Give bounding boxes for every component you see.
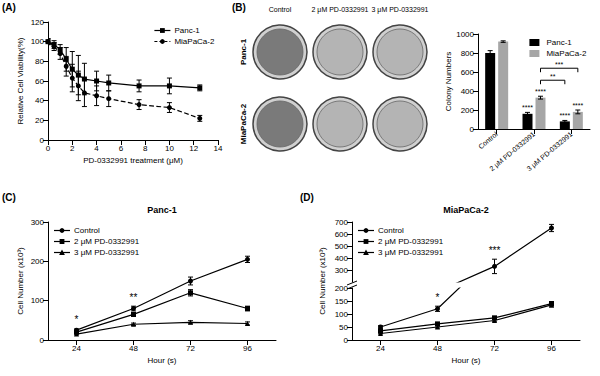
svg-text:0: 0	[40, 336, 45, 345]
svg-text:MiaPaCa-2: MiaPaCa-2	[239, 103, 248, 144]
svg-text:Cell Number (x10³): Cell Number (x10³)	[16, 247, 25, 315]
svg-text:600: 600	[461, 68, 475, 77]
svg-text:96: 96	[243, 344, 252, 353]
svg-text:8: 8	[143, 144, 148, 153]
svg-text:***: ***	[555, 61, 563, 68]
svg-text:24: 24	[376, 344, 385, 353]
svg-text:****: ****	[559, 112, 570, 119]
svg-text:PD-0332991 treatment (μM): PD-0332991 treatment (μM)	[83, 156, 183, 165]
svg-text:600: 600	[335, 230, 349, 239]
svg-text:700: 700	[335, 218, 349, 227]
svg-text:Colony Numbers: Colony Numbers	[444, 52, 453, 112]
svg-text:500: 500	[335, 242, 349, 251]
svg-text:MiaPaCa-2: MiaPaCa-2	[546, 49, 587, 58]
svg-text:4: 4	[94, 144, 99, 153]
svg-text:400: 400	[461, 87, 475, 96]
svg-text:MiaPaCa-2: MiaPaCa-2	[174, 37, 215, 46]
svg-text:*: *	[436, 292, 440, 303]
svg-text:400: 400	[335, 254, 349, 263]
svg-text:****: ****	[522, 104, 533, 111]
svg-text:50: 50	[339, 323, 348, 332]
svg-text:2 μM PD-0332991: 2 μM PD-0332991	[488, 130, 537, 173]
svg-text:800: 800	[461, 49, 475, 58]
svg-text:3 μM PD-0332991: 3 μM PD-0332991	[525, 130, 574, 173]
svg-text:***: ***	[489, 245, 501, 256]
svg-text:****: ****	[572, 102, 583, 109]
svg-text:3 μM PD-0332991: 3 μM PD-0332991	[378, 248, 444, 257]
svg-text:0: 0	[46, 144, 51, 153]
svg-text:Panc-1: Panc-1	[174, 26, 200, 35]
svg-text:Hour (s): Hour (s)	[148, 356, 177, 365]
svg-text:**: **	[550, 73, 556, 80]
svg-text:12: 12	[189, 144, 198, 153]
svg-text:Control: Control	[477, 130, 499, 150]
svg-text:2: 2	[70, 144, 75, 153]
svg-text:1000: 1000	[456, 30, 474, 39]
svg-text:60: 60	[35, 77, 44, 86]
svg-text:Panc-1: Panc-1	[546, 38, 572, 47]
svg-text:2 μM PD-0332991: 2 μM PD-0332991	[74, 237, 140, 246]
svg-text:300: 300	[335, 266, 349, 275]
svg-text:Relative Cell Viability(%): Relative Cell Viability(%)	[16, 37, 25, 124]
svg-text:20: 20	[35, 116, 44, 125]
svg-text:3 μM PD-0332991: 3 μM PD-0332991	[372, 6, 429, 14]
svg-text:**: **	[130, 292, 138, 303]
svg-text:120: 120	[31, 18, 45, 27]
svg-text:14: 14	[214, 144, 223, 153]
svg-text:6: 6	[119, 144, 124, 153]
svg-text:2 μM PD-0332991: 2 μM PD-0332991	[312, 6, 369, 14]
svg-text:300: 300	[31, 218, 45, 227]
svg-text:*: *	[75, 314, 79, 325]
svg-text:(C): (C)	[2, 192, 16, 203]
svg-text:Hour (s): Hour (s)	[452, 356, 481, 365]
svg-text:100: 100	[31, 37, 45, 46]
svg-text:200: 200	[335, 284, 349, 293]
svg-text:72: 72	[186, 344, 195, 353]
svg-text:(A): (A)	[2, 2, 16, 13]
svg-text:80: 80	[35, 57, 44, 66]
svg-text:40: 40	[35, 96, 44, 105]
svg-text:96: 96	[547, 344, 556, 353]
svg-text:200: 200	[461, 106, 475, 115]
svg-text:(D): (D)	[300, 192, 314, 203]
svg-text:100: 100	[335, 310, 349, 319]
svg-text:Panc-1: Panc-1	[239, 38, 248, 65]
svg-text:2 μM PD-0332991: 2 μM PD-0332991	[378, 237, 444, 246]
svg-text:(B): (B)	[232, 2, 246, 13]
svg-text:3 μM PD-0332991: 3 μM PD-0332991	[74, 248, 140, 257]
svg-text:72: 72	[490, 344, 499, 353]
svg-text:48: 48	[433, 344, 442, 353]
svg-text:0: 0	[470, 125, 475, 134]
svg-text:Control: Control	[74, 226, 100, 235]
svg-text:Control: Control	[269, 6, 292, 13]
svg-text:Control: Control	[378, 226, 404, 235]
svg-text:MiaPaCa-2: MiaPaCa-2	[443, 205, 489, 215]
svg-text:Panc-1: Panc-1	[147, 205, 177, 215]
svg-text:100: 100	[31, 296, 45, 305]
svg-text:****: ****	[535, 88, 546, 95]
svg-text:Cell Number (x10³): Cell Number (x10³)	[318, 247, 327, 315]
svg-text:200: 200	[31, 257, 45, 266]
svg-text:150: 150	[335, 297, 349, 306]
svg-text:0: 0	[40, 136, 45, 145]
svg-text:10: 10	[165, 144, 174, 153]
svg-text:0: 0	[344, 336, 349, 345]
svg-text:24: 24	[72, 344, 81, 353]
svg-text:48: 48	[129, 344, 138, 353]
